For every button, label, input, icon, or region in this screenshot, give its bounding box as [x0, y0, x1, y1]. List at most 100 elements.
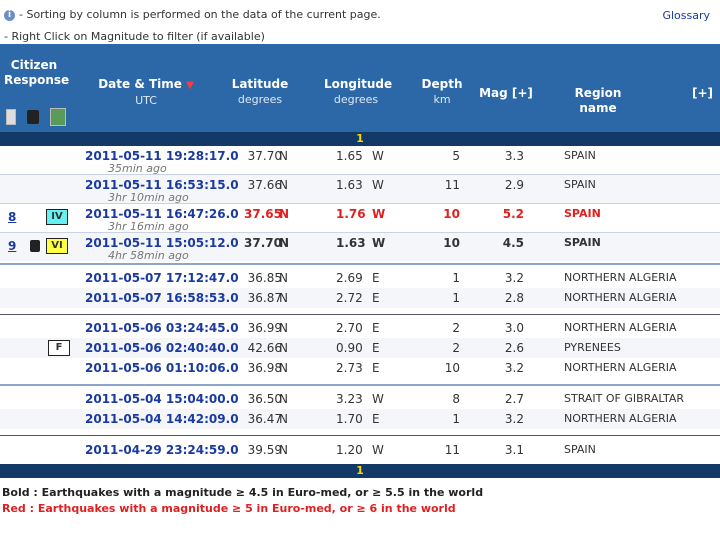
- date-link[interactable]: 2011-05-06 01:10:06.0: [85, 361, 239, 375]
- region: NORTHERN ALGERIA: [564, 412, 677, 425]
- magnitude[interactable]: 3.0: [504, 321, 524, 335]
- sort-desc-icon[interactable]: ▼: [186, 80, 194, 91]
- table-row[interactable]: 2011-04-29 23:24:59.0 39.59 N 1.20 W 11 …: [0, 440, 720, 460]
- longitude-header[interactable]: Longitude degrees: [324, 77, 393, 107]
- info-icon[interactable]: i: [4, 9, 15, 21]
- date-link[interactable]: 2011-05-04 15:04:00.0: [85, 392, 239, 406]
- date-time-header[interactable]: Date & Time ▼ UTC: [96, 77, 196, 108]
- date-link[interactable]: 2011-05-06 02:40:40.0: [85, 341, 239, 355]
- region: SPAIN: [564, 236, 601, 249]
- magnitude[interactable]: 3.3: [504, 149, 524, 163]
- table-row[interactable]: 2011-05-11 19:28:17.0 35min ago 37.70 N …: [0, 146, 720, 175]
- lon-header-title: Longitude: [324, 77, 393, 91]
- magnitude[interactable]: 3.2: [504, 412, 524, 426]
- magnitude[interactable]: 4.5: [502, 236, 524, 250]
- date-link[interactable]: 2011-05-06 03:24:45.0: [85, 321, 239, 335]
- depth: 1: [452, 271, 460, 285]
- camera-icon[interactable]: [27, 109, 40, 124]
- region: SPAIN: [564, 149, 596, 162]
- expand-columns-button[interactable]: [+]: [692, 86, 714, 100]
- latitude: 37.65: [244, 207, 282, 221]
- table-row[interactable]: 2011-05-07 16:58:53.0 36.87 N 2.72 E 1 2…: [0, 288, 720, 308]
- magnitude[interactable]: 3.2: [504, 271, 524, 285]
- map-icon[interactable]: [50, 107, 67, 126]
- table-row[interactable]: 9 VI 2011-05-11 15:05:12.0 4hr 58min ago…: [0, 233, 720, 262]
- depth: 11: [444, 178, 460, 192]
- date-link[interactable]: 2011-04-29 23:24:59.0: [85, 443, 239, 457]
- testimony-count-link[interactable]: 9: [8, 239, 17, 253]
- magnitude[interactable]: 3.1: [504, 443, 524, 457]
- date-link[interactable]: 2011-05-11 16:47:26.0: [85, 207, 239, 221]
- latitude: 36.85: [247, 271, 282, 285]
- lat-dir: N: [279, 207, 290, 221]
- table-row[interactable]: 2011-05-07 17:12:47.0 36.85 N 2.69 E 1 3…: [0, 268, 720, 288]
- longitude: 1.70: [336, 412, 363, 426]
- date-link[interactable]: 2011-05-04 14:42:09.0: [85, 412, 239, 426]
- intensity-badge[interactable]: F: [48, 340, 70, 356]
- region: STRAIT OF GIBRALTAR: [564, 392, 685, 405]
- top-notes: i - Sorting by column is performed on the…: [4, 4, 720, 44]
- longitude: 0.90: [336, 341, 363, 355]
- region-header[interactable]: Region name: [574, 86, 622, 115]
- date-link[interactable]: 2011-05-07 17:12:47.0: [85, 271, 239, 285]
- latitude-header[interactable]: Latitude degrees: [228, 77, 292, 107]
- table-header: Citizen Response Date & Time ▼ UTC Latit…: [0, 44, 720, 132]
- testimony-doc-icon[interactable]: [6, 108, 16, 125]
- table-row[interactable]: F 2011-05-06 02:40:40.0 42.66 N 0.90 E 2…: [0, 338, 720, 358]
- table-row[interactable]: 2011-05-11 16:53:15.0 3hr 10min ago 37.6…: [0, 175, 720, 204]
- date-link[interactable]: 2011-05-07 16:58:53.0: [85, 291, 239, 305]
- longitude: 2.73: [336, 361, 363, 375]
- longitude: 1.63: [336, 236, 366, 250]
- magnitude[interactable]: 2.7: [504, 392, 524, 406]
- latitude: 36.50: [247, 392, 282, 406]
- table-row[interactable]: 2011-05-06 03:24:45.0 36.99 N 2.70 E 2 3…: [0, 318, 720, 338]
- table-row[interactable]: 2011-05-04 15:04:00.0 36.50 N 3.23 W 8 2…: [0, 389, 720, 409]
- longitude: 1.20: [336, 443, 363, 457]
- depth: 1: [452, 412, 460, 426]
- lat-dir: N: [279, 412, 288, 426]
- magnitude[interactable]: 2.6: [504, 341, 524, 355]
- table-row[interactable]: 2011-05-06 01:10:06.0 36.98 N 2.73 E 10 …: [0, 358, 720, 378]
- magnitude-header[interactable]: Mag [+]: [479, 86, 533, 100]
- document-icon[interactable]: [30, 240, 40, 252]
- page-indicator-bottom[interactable]: 1: [0, 464, 720, 478]
- magnitude[interactable]: 3.2: [504, 361, 524, 375]
- lon-header-sub: degrees: [333, 93, 379, 106]
- region: PYRENEES: [564, 341, 621, 354]
- intensity-badge[interactable]: VI: [46, 238, 68, 254]
- row-divider: [0, 232, 720, 233]
- depth: 1: [452, 291, 460, 305]
- magnitude[interactable]: 2.9: [504, 178, 524, 192]
- citizen-header-line2: Response: [4, 73, 70, 87]
- lat-dir: N: [279, 361, 288, 375]
- glossary-link[interactable]: Glossary: [662, 9, 710, 22]
- depth: 5: [452, 149, 460, 163]
- row-divider: [0, 203, 720, 204]
- citizen-response-header[interactable]: Citizen Response: [4, 58, 70, 88]
- date-link[interactable]: 2011-05-11 19:28:17.0: [85, 149, 239, 163]
- lat-dir: N: [279, 321, 288, 335]
- depth: 8: [452, 392, 460, 406]
- intensity-badge[interactable]: IV: [46, 209, 68, 225]
- latitude: 36.87: [247, 291, 282, 305]
- page-indicator-top[interactable]: 1: [0, 132, 720, 146]
- table-row[interactable]: 2011-05-04 14:42:09.0 36.47 N 1.70 E 1 3…: [0, 409, 720, 429]
- row-divider: [0, 174, 720, 175]
- lat-dir: N: [279, 236, 290, 250]
- date-link[interactable]: 2011-05-11 16:53:15.0: [85, 178, 239, 192]
- longitude: 2.72: [336, 291, 363, 305]
- depth-header[interactable]: Depth km: [412, 77, 472, 107]
- testimony-count-link[interactable]: 8: [8, 210, 17, 224]
- region: NORTHERN ALGERIA: [564, 321, 677, 334]
- table-row[interactable]: 8 IV 2011-05-11 16:47:26.0 3hr 16min ago…: [0, 204, 720, 233]
- earthquake-table: Citizen Response Date & Time ▼ UTC Latit…: [0, 44, 720, 478]
- longitude: 2.69: [336, 271, 363, 285]
- magnitude[interactable]: 2.8: [504, 291, 524, 305]
- date-link[interactable]: 2011-05-11 15:05:12.0: [85, 236, 239, 250]
- region: SPAIN: [564, 178, 596, 191]
- depth: 11: [444, 443, 460, 457]
- lon-dir: W: [372, 149, 384, 163]
- magnitude[interactable]: 5.2: [502, 207, 524, 221]
- latitude: 37.70: [247, 149, 282, 163]
- lat-dir: N: [279, 443, 288, 457]
